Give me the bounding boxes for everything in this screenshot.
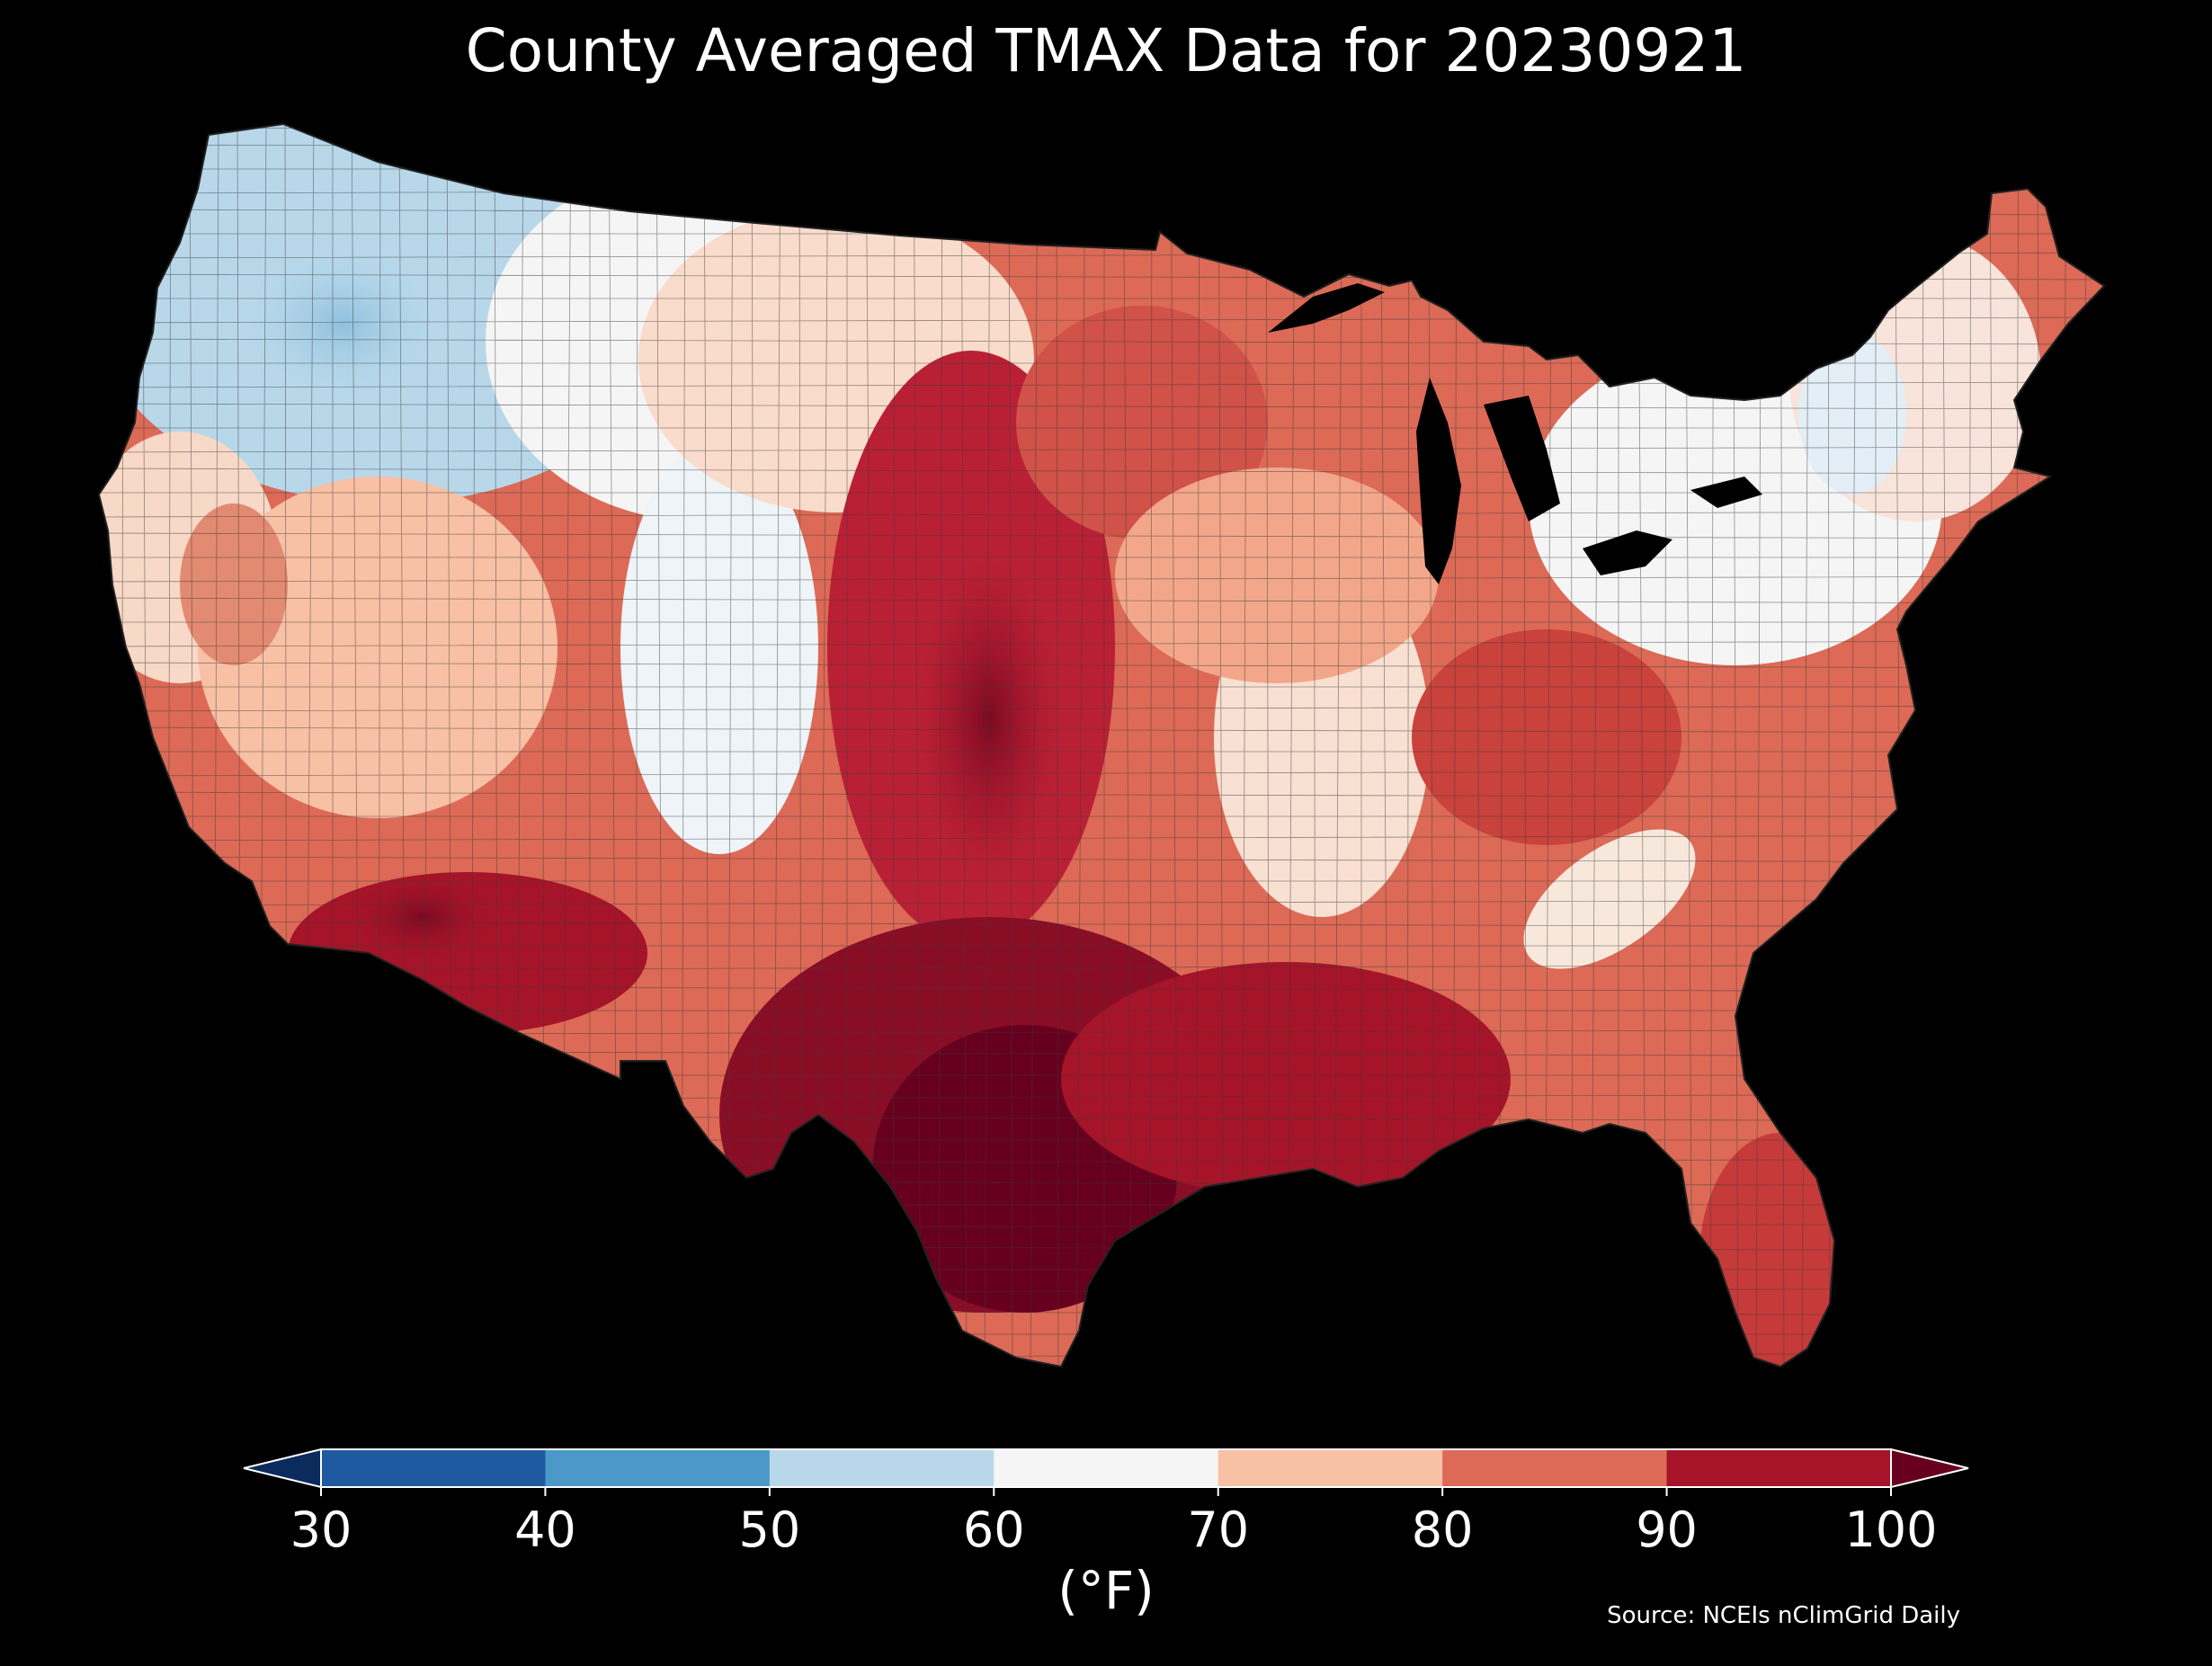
colorbar-bin-40-50 (545, 1449, 771, 1487)
colorbar-tick-label: 70 (1187, 1501, 1249, 1558)
colorbar-tick-label: 100 (1844, 1501, 1937, 1558)
colorbar-tick-label: 50 (738, 1501, 800, 1558)
colorbar-tick-label: 30 (290, 1501, 352, 1558)
map-title: County Averaged TMAX Data for 20230921 (465, 16, 1747, 85)
colorbar-bin-60-70 (994, 1449, 1219, 1487)
colorbar-bin-50-60 (769, 1449, 995, 1487)
colorbar-bin-90-100 (1666, 1449, 1892, 1487)
colorbar-tick-label: 40 (514, 1501, 576, 1558)
us-outline (97, 122, 2106, 1368)
colorbar-unit-label: (°F) (1057, 1560, 1155, 1621)
colorbar-tick-label: 80 (1412, 1501, 1474, 1558)
source-credit: Source: NCEIs nClimGrid Daily (1607, 1602, 1960, 1629)
colorbar-bin-70-80 (1217, 1449, 1443, 1487)
colorbar-outline (320, 1448, 1892, 1488)
colorbar-tick-label: 90 (1636, 1501, 1698, 1558)
colorbar-bin-under (243, 1448, 322, 1489)
colorbar-bin-over (1890, 1448, 1969, 1489)
colorbar-tick-label: 60 (963, 1501, 1025, 1558)
colorbar-bin-80-90 (1442, 1449, 1668, 1487)
colorbar-bin-30-40 (321, 1449, 546, 1487)
great-lakes (1268, 283, 1762, 584)
